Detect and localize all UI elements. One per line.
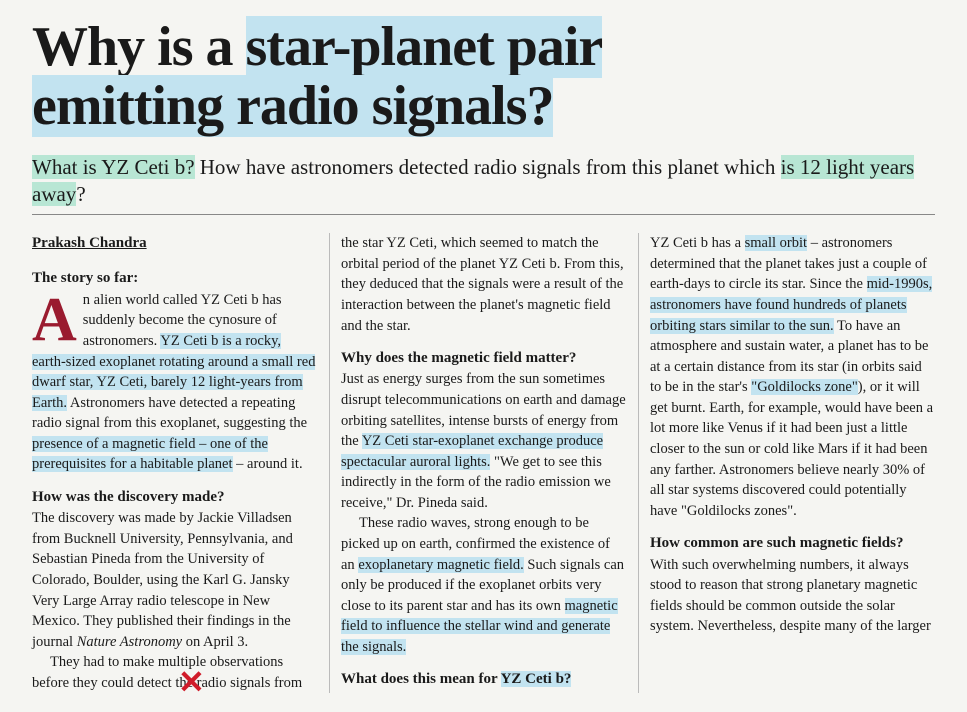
body-highlight: small orbit: [745, 235, 807, 251]
body-text: on April 3.: [182, 634, 248, 650]
author-byline: Prakash Chandra: [32, 233, 317, 254]
heading-part: What does this mean for: [341, 671, 501, 687]
magnetic-para-2: These radio waves, strong enough to be p…: [341, 513, 626, 657]
subhead-part: How have astronomers detected radio sign…: [195, 155, 781, 179]
body-text: ), or it will get burnt. Earth, for exam…: [650, 379, 933, 518]
story-so-far: The story so far: An alien world called …: [32, 268, 317, 475]
headline-part: Why is a: [32, 16, 246, 78]
magnetic-para: Just as energy surges from the sun somet…: [341, 369, 626, 513]
yzceti-para: YZ Ceti b has a small orbit – astronomer…: [650, 233, 935, 521]
subhead-highlight: What is YZ Ceti b?: [32, 155, 195, 179]
section-heading: Why does the magnetic field matter?: [341, 348, 626, 369]
heading-highlight: YZ Ceti b?: [501, 671, 572, 687]
body-text: The discovery was made by Jackie Villads…: [32, 510, 293, 649]
section-heading: How common are such magnetic fields?: [650, 533, 935, 554]
article-body: Prakash Chandra The story so far: An ali…: [32, 233, 935, 693]
section-divider: [32, 214, 935, 215]
section-heading: How was the discovery made?: [32, 487, 317, 508]
headline-highlight: star-planet pair: [246, 16, 603, 78]
body-highlight: exoplanetary magnetic field.: [358, 557, 523, 573]
body-highlight: "Goldilocks zone": [751, 379, 857, 395]
body-text: – around it.: [233, 456, 303, 472]
article-subhead: What is YZ Ceti b? How have astronomers …: [32, 154, 935, 209]
section-heading: What does this mean for YZ Ceti b?: [341, 669, 626, 690]
article-headline: Why is a star-planet pair emitting radio…: [32, 18, 935, 136]
body-text: YZ Ceti b has a: [650, 235, 745, 251]
drop-cap: A: [32, 290, 83, 347]
section-heading: The story so far:: [32, 270, 138, 286]
headline-highlight: emitting radio signals?: [32, 75, 553, 137]
subhead-part: ?: [76, 182, 85, 206]
common-para: With such overwhelming numbers, it alway…: [650, 555, 935, 637]
discovery-para: The discovery was made by Jackie Villads…: [32, 508, 317, 652]
journal-name: Nature Astronomy: [77, 634, 182, 650]
body-text: Astronomers have detected a repeating ra…: [32, 395, 307, 432]
